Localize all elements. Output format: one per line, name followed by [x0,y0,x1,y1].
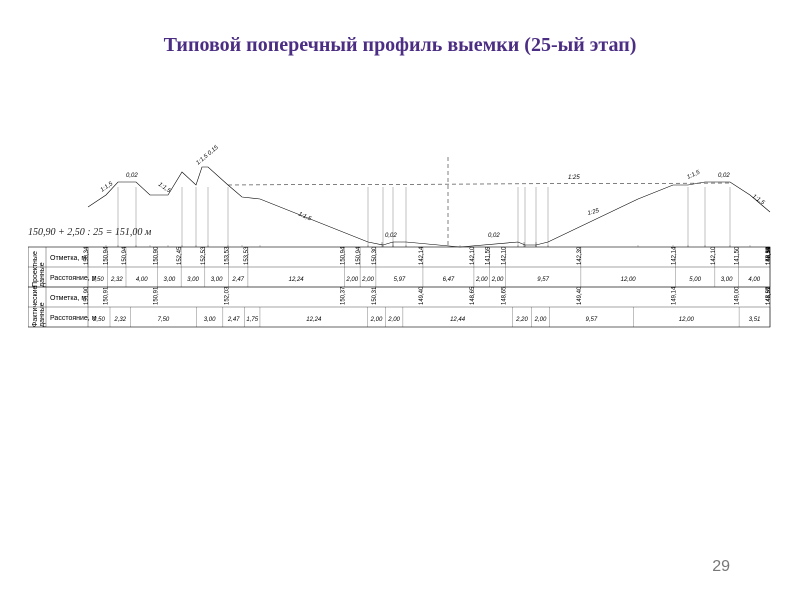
svg-text:2,50: 2,50 [91,277,104,283]
svg-text:149,40: 149,40 [419,286,425,305]
svg-text:0,02: 0,02 [488,233,500,239]
svg-text:1:25: 1:25 [568,175,580,181]
svg-text:142,10: 142,10 [501,246,507,265]
svg-text:2,00: 2,00 [345,277,358,283]
svg-text:3,00: 3,00 [211,277,223,283]
svg-text:1,75: 1,75 [246,317,258,323]
svg-text:149,00: 149,00 [734,286,740,305]
svg-text:153,53: 153,53 [244,246,250,265]
svg-text:153,53: 153,53 [224,246,230,265]
svg-text:1:1,5: 1:1,5 [297,211,312,222]
svg-text:150,37: 150,37 [340,286,346,305]
svg-text:1:25: 1:25 [587,208,600,217]
svg-text:3,00: 3,00 [204,317,216,323]
svg-text:1:1,5 0,15: 1:1,5 0,15 [195,144,220,166]
svg-text:0,02: 0,02 [126,173,138,179]
page-title: Типовой поперечный профиль выемки (25-ый… [0,0,800,67]
svg-text:150,90: 150,90 [154,246,160,265]
svg-text:2,00: 2,00 [491,277,504,283]
svg-text:5,00: 5,00 [689,277,701,283]
svg-text:4,00: 4,00 [136,277,148,283]
svg-text:142,10: 142,10 [470,246,476,265]
svg-text:150,34: 150,34 [84,246,90,265]
svg-text:0,02: 0,02 [718,173,730,179]
svg-text:148,65: 148,65 [501,286,507,305]
svg-text:данные: данные [39,262,46,287]
svg-text:Расстояние, м: Расстояние, м [50,315,97,322]
svg-text:149,14: 149,14 [671,286,677,305]
svg-text:147,97: 147,97 [766,246,772,265]
svg-text:152,53: 152,53 [201,246,207,265]
svg-text:12,24: 12,24 [289,277,305,283]
svg-text:142,10: 142,10 [711,246,717,265]
svg-text:141,50: 141,50 [734,246,740,265]
svg-text:1:1,5: 1:1,5 [100,181,115,194]
svg-text:3,00: 3,00 [721,277,733,283]
svg-text:12,00: 12,00 [621,277,637,283]
svg-text:Расстояние, м: Расстояние, м [50,275,97,282]
svg-text:150,91: 150,91 [154,286,160,305]
svg-text:0,02: 0,02 [385,233,397,239]
svg-text:2,00: 2,00 [361,277,374,283]
svg-text:Фактические: Фактические [32,286,39,327]
svg-text:148,65: 148,65 [470,286,476,305]
svg-text:6,47: 6,47 [443,277,455,283]
svg-text:4,00: 4,00 [748,277,760,283]
cross-section-drawing: 150,90 + 2,50 : 25 = 151,00 м 1:25 1:1,5 0… [28,87,772,347]
svg-text:3,00: 3,00 [163,277,175,283]
svg-text:12,24: 12,24 [306,317,322,323]
svg-text:150,94: 150,94 [104,246,110,265]
svg-text:9,57: 9,57 [537,277,549,283]
svg-text:2,47: 2,47 [231,277,244,283]
svg-text:150,91: 150,91 [104,286,110,305]
svg-text:147,97: 147,97 [766,286,772,305]
svg-text:3,51: 3,51 [749,317,761,323]
profile-svg: 1:25 1:1,5 0,02 1:1,5 1:1,5 0,15 1:1,5 0,02 0,0… [28,87,772,347]
svg-text:150,94: 150,94 [356,246,362,265]
svg-text:12,44: 12,44 [450,317,466,323]
svg-text:2,00: 2,00 [370,317,383,323]
svg-text:2,32: 2,32 [110,277,123,283]
svg-text:2,32: 2,32 [113,317,126,323]
svg-text:149,40: 149,40 [577,286,583,305]
svg-text:9,57: 9,57 [586,317,598,323]
svg-text:2,00: 2,00 [534,317,547,323]
svg-text:2,00: 2,00 [387,317,400,323]
svg-text:142,39: 142,39 [577,246,583,265]
svg-text:150,94: 150,94 [122,246,128,265]
svg-text:1:1,5: 1:1,5 [751,194,766,207]
svg-text:141,59: 141,59 [486,246,492,265]
svg-text:150,30: 150,30 [372,246,378,265]
svg-text:Проектные: Проектные [32,251,39,287]
svg-text:Отметка, м: Отметка, м [50,295,86,302]
svg-text:3,00: 3,00 [187,277,199,283]
svg-text:151,90: 151,90 [84,286,90,305]
svg-text:142,14: 142,14 [671,246,677,265]
svg-text:1:1,5: 1:1,5 [686,169,701,180]
svg-text:150,94: 150,94 [340,246,346,265]
elevation-note: 150,90 + 2,50 : 25 = 151,00 м [28,227,151,238]
svg-text:2,47: 2,47 [227,317,240,323]
svg-text:2,50: 2,50 [92,317,105,323]
svg-text:2,20: 2,20 [515,317,528,323]
svg-text:2,00: 2,00 [475,277,488,283]
svg-text:150,31: 150,31 [372,286,378,305]
svg-text:5,97: 5,97 [394,277,406,283]
svg-text:152,45: 152,45 [177,246,183,265]
svg-text:142,14: 142,14 [419,246,425,265]
svg-text:152,03: 152,03 [224,286,230,305]
svg-text:данные: данные [39,302,46,327]
svg-text:12,00: 12,00 [679,317,695,323]
page-number: 29 [712,558,730,576]
svg-text:Отметка, м: Отметка, м [50,255,86,262]
svg-text:7,50: 7,50 [158,317,170,323]
